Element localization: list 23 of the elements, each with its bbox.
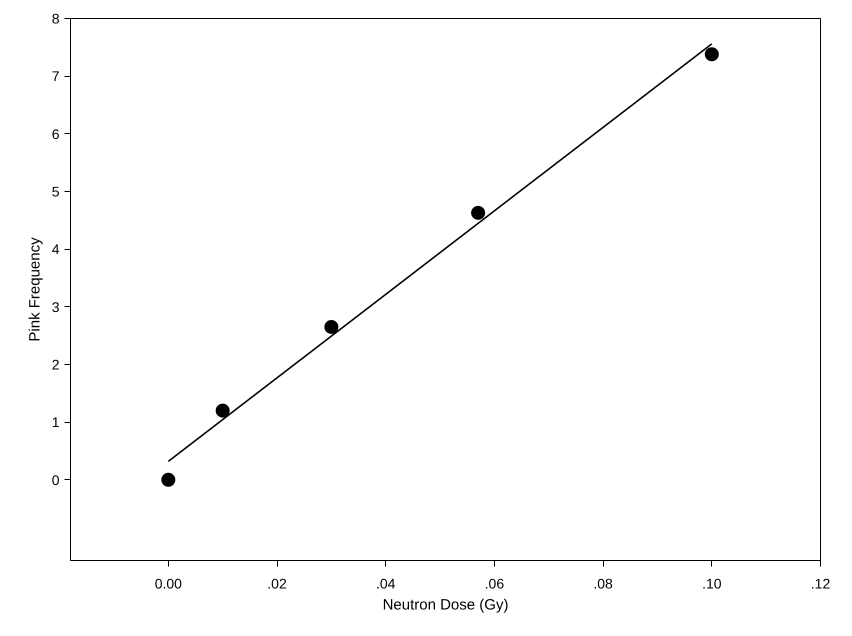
x-tick-label: 0.00: [154, 576, 182, 592]
y-tick-label: 1: [52, 414, 60, 430]
y-tick-label: 4: [52, 241, 60, 258]
point: [216, 404, 230, 418]
y-tick-label: 2: [52, 356, 60, 372]
y-axis-title: Pink Frequency: [26, 236, 44, 342]
point: [324, 320, 338, 334]
x-tick-label: .04: [376, 576, 396, 592]
y-tick-label: 6: [52, 126, 60, 142]
y-tick-label: 7: [52, 68, 60, 84]
point: [704, 47, 719, 62]
y-tick-label: 8: [52, 10, 60, 26]
y-tick-label: 3: [52, 298, 60, 315]
x-tick-label: .10: [702, 576, 722, 592]
point: [161, 472, 176, 487]
x-tick-label: .06: [484, 576, 504, 592]
y-tick-label: 0: [52, 472, 60, 488]
y-tick-label: 5: [52, 183, 60, 200]
x-tick-label: .12: [810, 576, 830, 592]
x-tick-label: .08: [593, 576, 614, 592]
point: [471, 206, 486, 220]
x-axis-title: Neutron Dose (Gy): [382, 596, 508, 614]
x-tick-label: .02: [267, 576, 287, 592]
